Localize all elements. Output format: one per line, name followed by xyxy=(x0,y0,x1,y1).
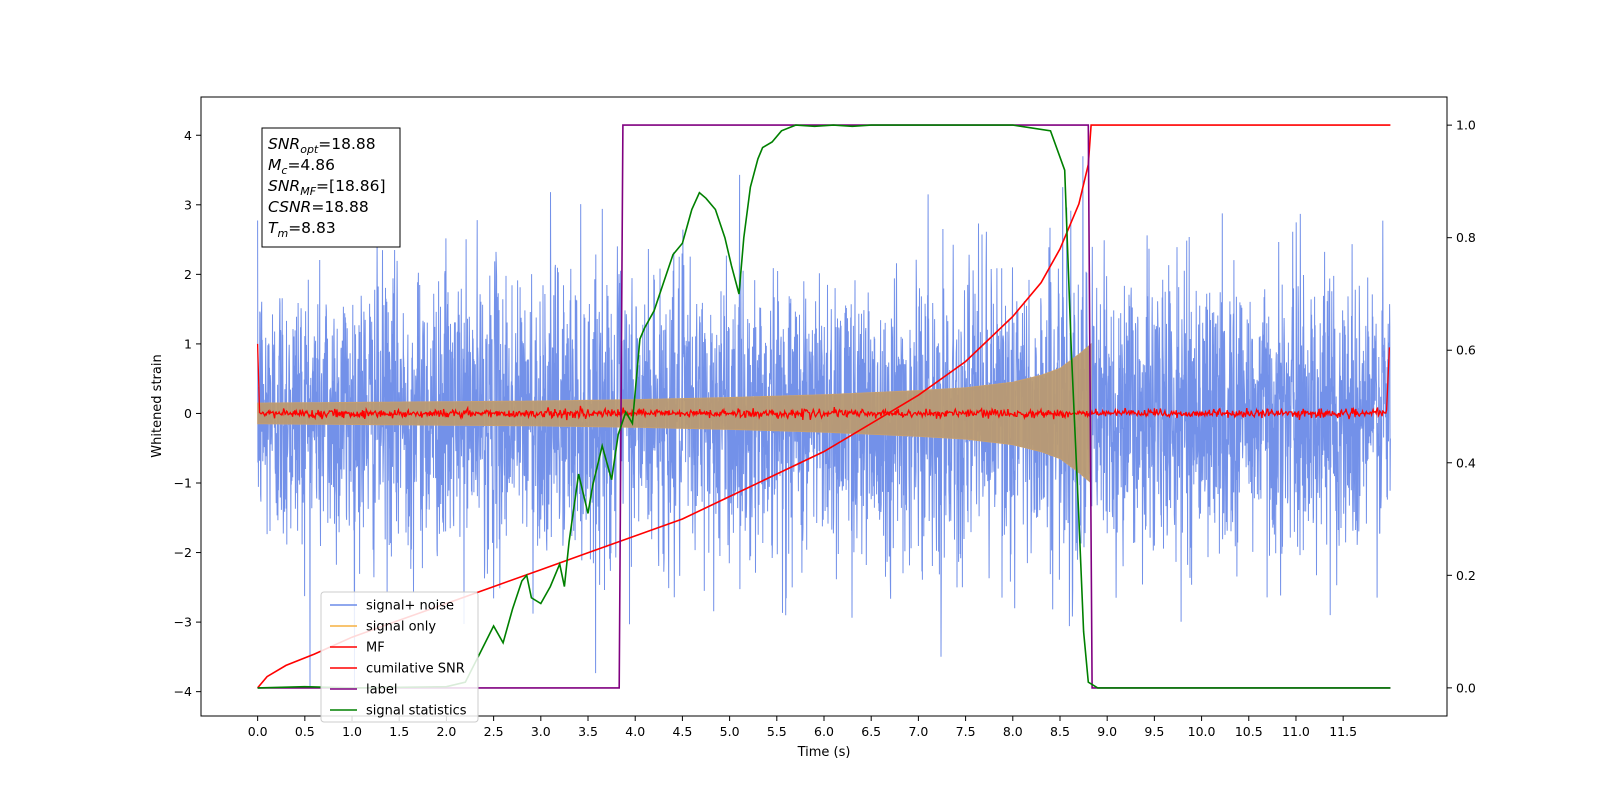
y-right-tick-label: 0.6 xyxy=(1456,343,1476,358)
y-right-tick-label: 0.4 xyxy=(1456,455,1476,470)
legend-entry: signal+ noise xyxy=(366,599,454,614)
x-tick-label: 4.0 xyxy=(625,724,645,739)
x-tick-label: 3.5 xyxy=(578,724,598,739)
x-tick-label: 0.5 xyxy=(295,724,315,739)
x-tick-label: 3.0 xyxy=(531,724,551,739)
x-tick-label: 7.5 xyxy=(956,724,976,739)
y-right-tick-label: 1.0 xyxy=(1456,118,1476,133)
legend-entry: signal only xyxy=(366,620,436,635)
y-right-tick-label: 0.8 xyxy=(1456,230,1476,245)
annotation-line: CSNR=18.88 xyxy=(268,198,369,216)
x-tick-label: 0.0 xyxy=(248,724,268,739)
y-left-tick-label: −3 xyxy=(174,615,192,630)
x-tick-label: 7.0 xyxy=(908,724,928,739)
annotation-frame xyxy=(261,127,401,248)
x-tick-label: 5.0 xyxy=(720,724,740,739)
legend-entry: signal statistics xyxy=(366,704,467,719)
x-tick-label: 11.5 xyxy=(1329,724,1357,739)
x-tick-label: 6.0 xyxy=(814,724,834,739)
x-tick-label: 9.0 xyxy=(1097,724,1117,739)
legend: signal+ noise signal only MF cumilative SNR… xyxy=(320,591,479,723)
x-tick-label: 1.5 xyxy=(389,724,409,739)
x-tick-label: 2.5 xyxy=(484,724,504,739)
legend-entry: MF xyxy=(366,641,385,656)
x-tick-label: 8.5 xyxy=(1050,724,1070,739)
x-tick-label: 5.5 xyxy=(767,724,787,739)
annotation-line: SNRMF=[18.86] xyxy=(268,177,386,198)
x-tick-label: 4.5 xyxy=(672,724,692,739)
x-axis-label: Time (s) xyxy=(797,745,851,760)
plot-area xyxy=(256,124,1391,689)
y-axis-left-ticks: −4 −3 −2 −1 0 1 2 3 4 xyxy=(174,128,201,699)
y-left-tick-label: 1 xyxy=(184,336,192,351)
annotation-line: Mc=4.86 xyxy=(268,156,335,177)
x-axis-ticks: 0.0 0.5 1.0 1.5 2.0 2.5 3.0 3.5 4.0 4.5 5.0 5.5 6.0 6… xyxy=(248,716,1357,739)
x-tick-label: 10.0 xyxy=(1188,724,1216,739)
x-tick-label: 10.5 xyxy=(1235,724,1263,739)
annotation-line: SNRopt=18.88 xyxy=(268,135,376,156)
series-signal-statistics xyxy=(257,124,1391,689)
x-tick-label: 2.0 xyxy=(436,724,456,739)
legend-entry: cumilative SNR xyxy=(366,662,465,677)
y-axis-right-ticks: 0.0 0.2 0.4 0.6 0.8 1.0 xyxy=(1447,118,1476,695)
y-left-tick-label: −2 xyxy=(174,545,192,560)
x-tick-label: 1.0 xyxy=(342,724,362,739)
legend-frame xyxy=(320,591,479,723)
y-left-tick-label: −1 xyxy=(174,476,192,491)
stats-annotation-box: SNRopt=18.88Mc=4.86SNRMF=[18.86]CSNR=18.… xyxy=(261,127,401,248)
annotation-line: Tm=8.83 xyxy=(268,219,336,240)
x-tick-label: 8.0 xyxy=(1003,724,1023,739)
y-left-tick-label: 3 xyxy=(184,197,192,212)
x-tick-label: 6.5 xyxy=(861,724,881,739)
x-tick-label: 11.0 xyxy=(1282,724,1310,739)
y-left-tick-label: −4 xyxy=(174,684,192,699)
y-left-tick-label: 0 xyxy=(184,406,192,421)
y-right-tick-label: 0.2 xyxy=(1456,568,1476,583)
y-axis-label: Whitened strain xyxy=(150,354,165,457)
x-tick-label: 9.5 xyxy=(1144,724,1164,739)
series-mf xyxy=(256,343,1391,421)
y-right-tick-label: 0.0 xyxy=(1456,680,1476,695)
y-left-tick-label: 4 xyxy=(184,128,192,143)
legend-entry: label xyxy=(366,683,397,698)
y-left-tick-label: 2 xyxy=(184,267,192,282)
